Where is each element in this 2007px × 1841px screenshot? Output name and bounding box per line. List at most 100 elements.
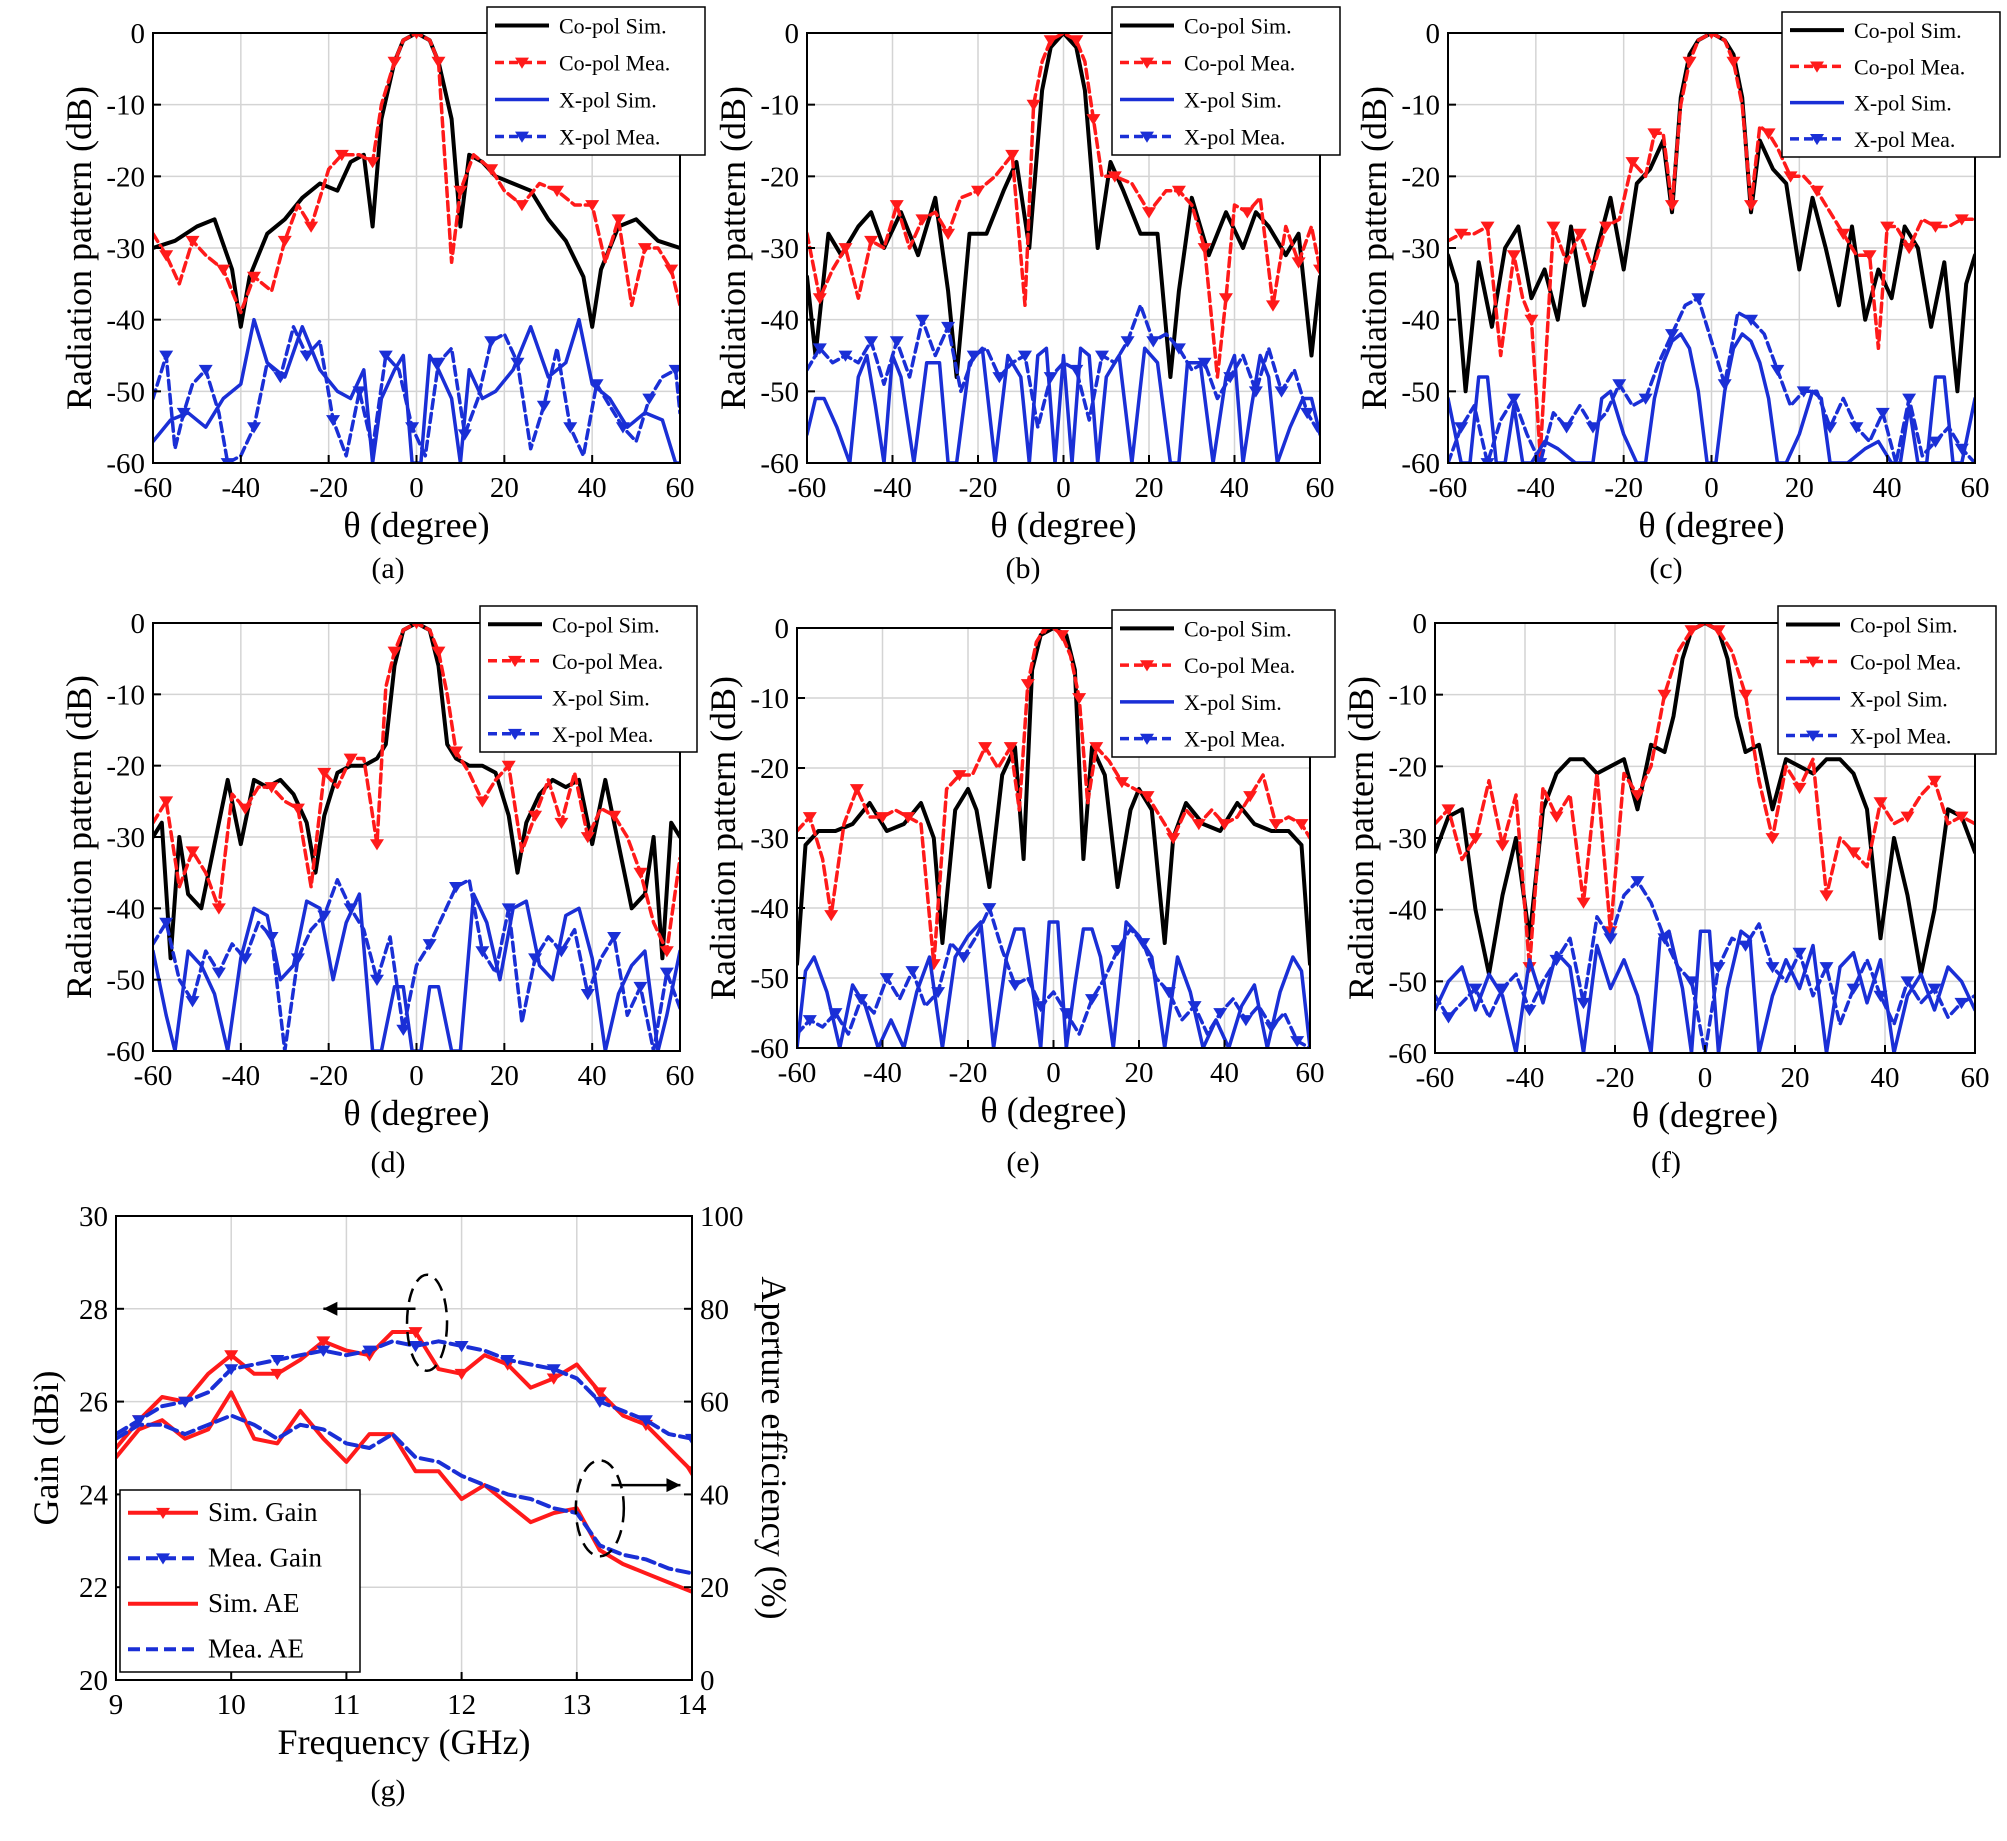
- data-point-marker: [1576, 997, 1591, 1010]
- data-point-marker: [290, 803, 305, 815]
- y-tick-label: 30: [79, 1201, 108, 1233]
- y-tick-label: -40: [1388, 895, 1427, 927]
- panel-label: (c): [1649, 552, 1682, 585]
- data-point-marker: [1664, 200, 1679, 212]
- data-point-marker: [1664, 329, 1679, 341]
- data-point-marker: [185, 235, 200, 248]
- series-line-x_mea: [1448, 296, 1975, 463]
- x-tick-label: 20: [1785, 472, 1814, 504]
- x-tick-label: -20: [1604, 472, 1643, 504]
- series-group: [153, 33, 680, 463]
- data-point-marker: [1603, 933, 1618, 945]
- x-tick-label: 20: [1135, 472, 1164, 504]
- series-line-x_mea: [807, 303, 1320, 437]
- data-point-marker: [1468, 833, 1483, 845]
- data-point-marker: [642, 393, 657, 405]
- data-point-marker: [453, 185, 468, 197]
- data-point-marker: [1707, 33, 1716, 40]
- data-point-marker: [982, 903, 997, 915]
- y-tick-label: -50: [1388, 966, 1427, 998]
- data-point-marker: [607, 810, 622, 822]
- chart-panel-5: -60 -40 -20 0 20 40 60 0 -10 -20 -30 -40 -50 -60 θ (de…: [1341, 605, 1997, 1179]
- series-line-co_mea: [1448, 33, 1975, 458]
- data-point-marker: [607, 931, 622, 944]
- data-point-marker: [1765, 833, 1780, 845]
- data-point-marker: [454, 1341, 469, 1353]
- y-tick-label: -20: [106, 751, 145, 783]
- x-tick-label: 0: [1056, 472, 1071, 504]
- legend-label: Co-pol Mea.: [1184, 51, 1295, 76]
- data-point-marker: [1197, 243, 1212, 255]
- y-axis-label: Gain (dBi): [26, 1371, 66, 1526]
- data-point-marker: [408, 1327, 423, 1339]
- data-point-marker: [1265, 300, 1280, 312]
- chart-panel-1: -60 -40 -20 0 20 40 60 0 -10 -20 -30 -40 -50 -60 θ (de…: [713, 6, 1341, 585]
- series-group: [153, 623, 680, 1051]
- data-point-marker: [408, 1341, 423, 1353]
- data-point-marker: [1823, 422, 1838, 434]
- legend-label: X-pol Sim.: [1854, 91, 1952, 116]
- data-point-marker: [224, 1350, 239, 1362]
- y-tick-label: -20: [1401, 161, 1440, 193]
- data-point-marker: [1765, 962, 1780, 974]
- y-tick-label: 0: [785, 18, 800, 50]
- data-point-marker: [178, 1396, 193, 1408]
- data-point-marker: [238, 803, 253, 815]
- y-tick-label: 0: [131, 18, 146, 50]
- legend-label: Co-pol Mea.: [552, 649, 663, 674]
- data-point-marker: [1161, 987, 1176, 999]
- legend: Sim. Gain Mea. Gain Sim. AE Mea. AE: [119, 1489, 361, 1673]
- y-tick-label: -50: [106, 965, 145, 997]
- data-point-marker: [905, 966, 920, 978]
- data-point-marker: [1059, 1008, 1074, 1020]
- y-tick-label: -60: [106, 1036, 145, 1068]
- data-point-marker: [211, 967, 226, 979]
- x-tick-label: -40: [221, 1060, 260, 1092]
- data-point-marker: [159, 917, 174, 929]
- legend-label: Mea. Gain: [208, 1542, 322, 1572]
- y-tick-label: -60: [1401, 448, 1440, 480]
- y2-axis-label: Aperture efficiency (%): [754, 1276, 794, 1619]
- x-tick-label: -40: [873, 472, 912, 504]
- legend-label: Co-pol Sim.: [1854, 18, 1962, 43]
- data-point-marker: [1792, 947, 1807, 959]
- data-point-marker: [1738, 689, 1753, 701]
- data-point-marker: [475, 796, 490, 808]
- x-tick-label: -40: [1506, 1062, 1545, 1094]
- data-point-marker: [1954, 214, 1969, 226]
- legend-label: Co-pol Mea.: [1850, 650, 1961, 675]
- data-point-marker: [431, 56, 446, 68]
- legend-label: X-pol Sim.: [1184, 690, 1282, 715]
- x-tick-label: 0: [1704, 472, 1719, 504]
- data-point-marker: [546, 1373, 561, 1385]
- y-tick-label: -30: [1401, 233, 1440, 265]
- data-point-marker: [449, 882, 464, 894]
- data-point-marker: [1549, 811, 1564, 823]
- data-point-marker: [849, 784, 864, 796]
- data-point-marker: [1809, 185, 1824, 197]
- series-line-ae_mea: [116, 1413, 692, 1576]
- data-point-marker: [431, 646, 446, 658]
- y-tick-label: -50: [106, 376, 145, 408]
- data-point-marker: [536, 400, 551, 412]
- legend-label: Co-pol Sim.: [559, 14, 667, 39]
- data-point-marker: [528, 810, 543, 822]
- data-point-marker: [159, 350, 174, 362]
- x-tick-label: -60: [1416, 1062, 1455, 1094]
- data-point-marker: [501, 903, 516, 915]
- data-point-marker: [1738, 940, 1753, 952]
- data-point-marker: [185, 846, 200, 858]
- data-point-marker: [454, 1368, 469, 1381]
- y-axis-label: Radiation pattern (dB): [703, 676, 743, 1000]
- series-group: [1435, 623, 1975, 1053]
- data-point-marker: [664, 264, 679, 276]
- data-point-marker: [1264, 1022, 1279, 1034]
- data-point-marker: [915, 214, 930, 226]
- y-tick-label: -40: [106, 305, 145, 337]
- series-line-x_sim: [1435, 929, 1975, 1053]
- data-point-marker: [1684, 976, 1699, 988]
- data-point-marker: [1020, 679, 1035, 691]
- data-point-marker: [1454, 422, 1469, 434]
- data-point-marker: [1313, 264, 1320, 276]
